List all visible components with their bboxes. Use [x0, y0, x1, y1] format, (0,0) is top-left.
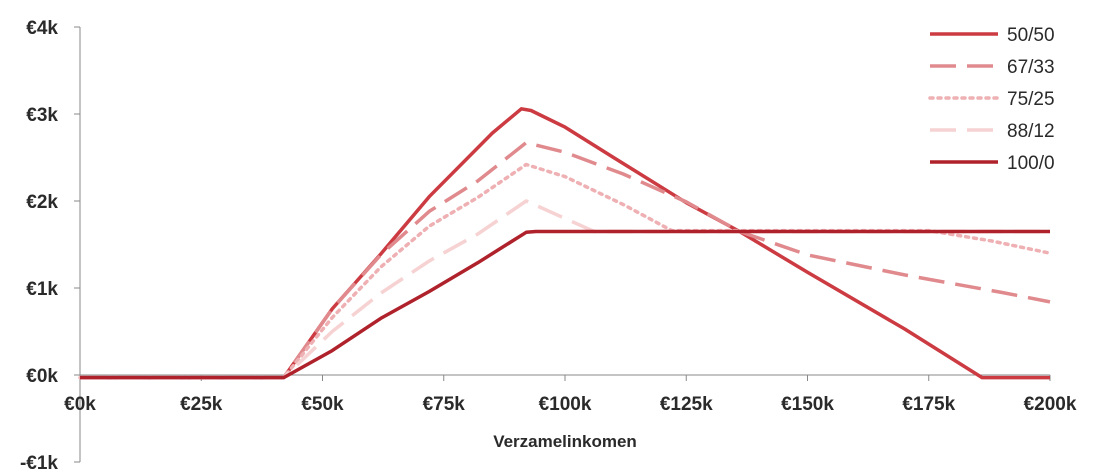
legend-label: 75/25 [1007, 89, 1055, 110]
x-tick-label: €175k [902, 394, 955, 415]
y-tick-labels: €4k €3k €2k €1k €0k -€1k [20, 18, 80, 471]
x-tick-label: €75k [423, 394, 466, 415]
legend-label: 88/12 [1007, 121, 1055, 142]
x-axis-title: Verzamelinkomen [493, 432, 637, 451]
legend-label: 67/33 [1007, 57, 1055, 78]
y-tick-label: €1k [26, 279, 58, 300]
x-tick-label: €150k [781, 394, 834, 415]
x-tick-label: €100k [539, 394, 592, 415]
legend-label: 100/0 [1007, 153, 1055, 174]
x-tick-label: €0k [64, 394, 96, 415]
series-line-88-12 [80, 199, 1050, 380]
legend: 50/50 67/33 75/25 88/12 100/0 [928, 25, 1055, 174]
series-line-67-33 [80, 140, 1051, 380]
series-line-100-0 [80, 229, 1050, 380]
x-tick-label: €200k [1024, 394, 1077, 415]
y-tick-label: €3k [26, 105, 58, 126]
x-tick-label: €125k [660, 394, 713, 415]
series-line-75-25 [78, 162, 1052, 380]
y-tick-label: €2k [26, 192, 58, 213]
legend-label: 50/50 [1007, 25, 1055, 46]
x-tick-label: €50k [301, 394, 344, 415]
x-tick-label: €25k [180, 394, 223, 415]
y-tick-label: €4k [26, 18, 58, 39]
y-tick-label: €0k [26, 366, 58, 387]
series-line-50-50 [80, 107, 1050, 380]
x-tick-labels: €0k €25k €50k €75k €100k €125k €150k €175k €200k [64, 375, 1077, 415]
series-lines [78, 107, 1052, 380]
y-tick-label: -€1k [20, 453, 58, 471]
